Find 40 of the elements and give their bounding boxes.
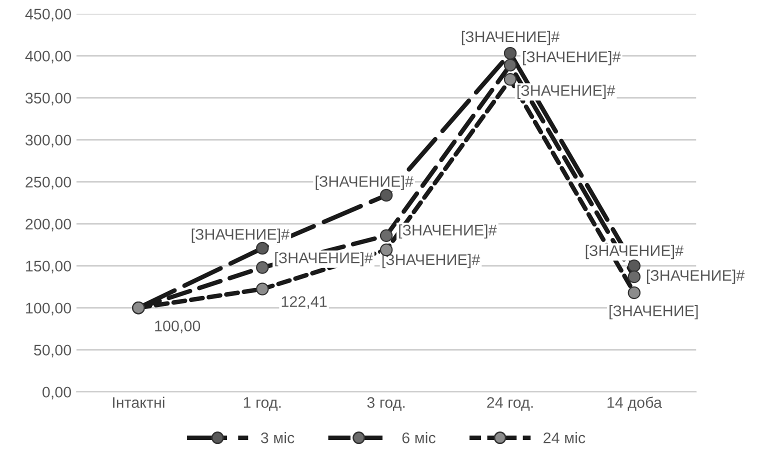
data-label: 122,41 bbox=[282, 296, 327, 309]
point bbox=[504, 72, 517, 86]
y-tick-label: 50,00 bbox=[34, 344, 72, 358]
x-tick-label: 24 год. bbox=[487, 397, 533, 411]
y-tick-label: 200,00 bbox=[26, 218, 72, 232]
y-tick-label: 350,00 bbox=[26, 92, 72, 106]
data-label: [ЗНАЧЕНИЕ]# bbox=[382, 254, 480, 268]
y-tick-label: 300,00 bbox=[26, 134, 72, 148]
y-tick-label: 400,00 bbox=[25, 50, 72, 64]
point bbox=[504, 58, 517, 72]
legend-label: 6 міс bbox=[402, 432, 436, 444]
data-label: 100,00 bbox=[155, 320, 200, 334]
x-tick-label: Інтактні bbox=[113, 396, 164, 408]
legend-label: 24 міс bbox=[544, 432, 586, 444]
point bbox=[504, 46, 517, 60]
data-label: [ЗНАЧЕНИЕ] bbox=[610, 305, 698, 320]
data-label: [ЗНАЧЕНИЕ]# bbox=[316, 176, 414, 190]
point bbox=[256, 261, 269, 274]
y-tick-label: 250,00 bbox=[26, 176, 72, 190]
x-tick-label: 3 год. bbox=[367, 397, 405, 411]
data-label: [ЗНАЧЕНИЕ]# bbox=[275, 252, 373, 266]
point bbox=[256, 282, 269, 296]
y-tick-label: 100,00 bbox=[26, 302, 72, 316]
point bbox=[628, 270, 641, 284]
data-label: [ЗНАЧЕНИЕ]# bbox=[646, 270, 745, 284]
data-label: [ЗНАЧЕНИЕ]# bbox=[517, 84, 616, 99]
point bbox=[628, 259, 641, 272]
x-tick-label: 14 доба bbox=[608, 396, 662, 411]
x-tick-label: 1 год. bbox=[244, 397, 281, 411]
data-label: [ЗНАЧЕНИЕ]# bbox=[462, 30, 560, 46]
y-tick-label: 0,00 bbox=[42, 386, 72, 400]
data-label: [ЗНАЧЕНИЕ]# bbox=[586, 244, 684, 260]
point bbox=[380, 229, 393, 242]
data-label: [ЗНАЧЕНИЕ]# bbox=[523, 51, 621, 66]
legend-label: 3 міс bbox=[260, 432, 294, 444]
y-tick-label: 450,00 bbox=[25, 8, 72, 22]
data-label: [ЗНАЧЕНИЕ]# bbox=[192, 228, 290, 243]
point bbox=[628, 286, 641, 300]
y-tick-label: 150,00 bbox=[26, 260, 72, 274]
data-label: [ЗНАЧЕНИЕ]# bbox=[399, 224, 497, 239]
